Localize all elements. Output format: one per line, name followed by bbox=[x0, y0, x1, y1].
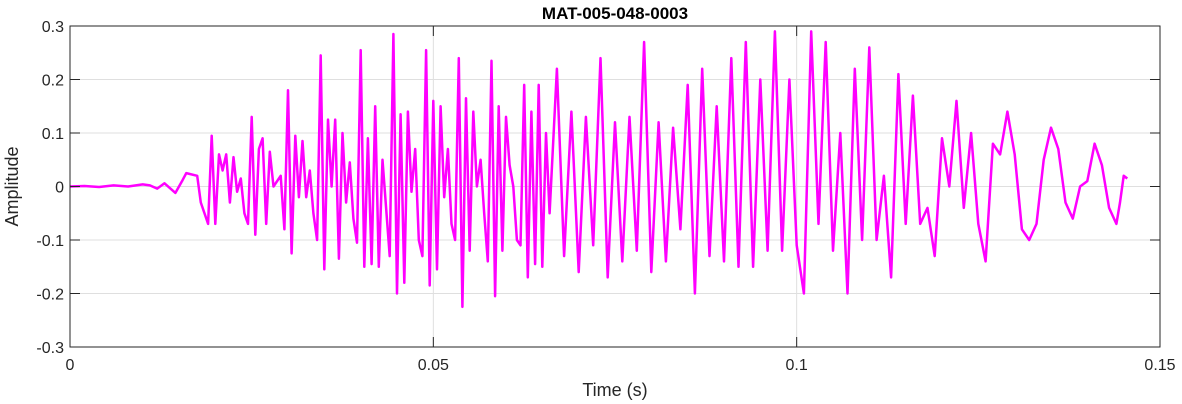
series-layer bbox=[69, 30, 1129, 309]
grid bbox=[69, 25, 1161, 348]
x-tick-label: 0.1 bbox=[786, 357, 808, 374]
x-axis-label: Time (s) bbox=[582, 380, 647, 400]
series-line-0 bbox=[69, 30, 1129, 309]
x-tick-label: 0.05 bbox=[418, 357, 449, 374]
y-tick-label: -0.2 bbox=[36, 287, 64, 304]
y-tick-label: 0.1 bbox=[42, 126, 64, 143]
y-tick-label: -0.1 bbox=[36, 233, 64, 250]
y-tick-label: 0.2 bbox=[42, 73, 64, 90]
x-tick-label: 0.15 bbox=[1144, 357, 1175, 374]
ticks: 0 0.05 0.1 0.15 -0.3 -0.2 -0.1 0 0.1 0.2 0.3 bbox=[36, 19, 1175, 374]
y-tick-label: -0.3 bbox=[36, 340, 64, 357]
x-tick-label: 0 bbox=[66, 357, 75, 374]
y-axis-label: Amplitude bbox=[2, 146, 22, 226]
y-tick-label: 0 bbox=[55, 180, 64, 197]
chart-title: MAT-005-048-0003 bbox=[542, 4, 688, 23]
y-tick-label: 0.3 bbox=[42, 19, 64, 36]
